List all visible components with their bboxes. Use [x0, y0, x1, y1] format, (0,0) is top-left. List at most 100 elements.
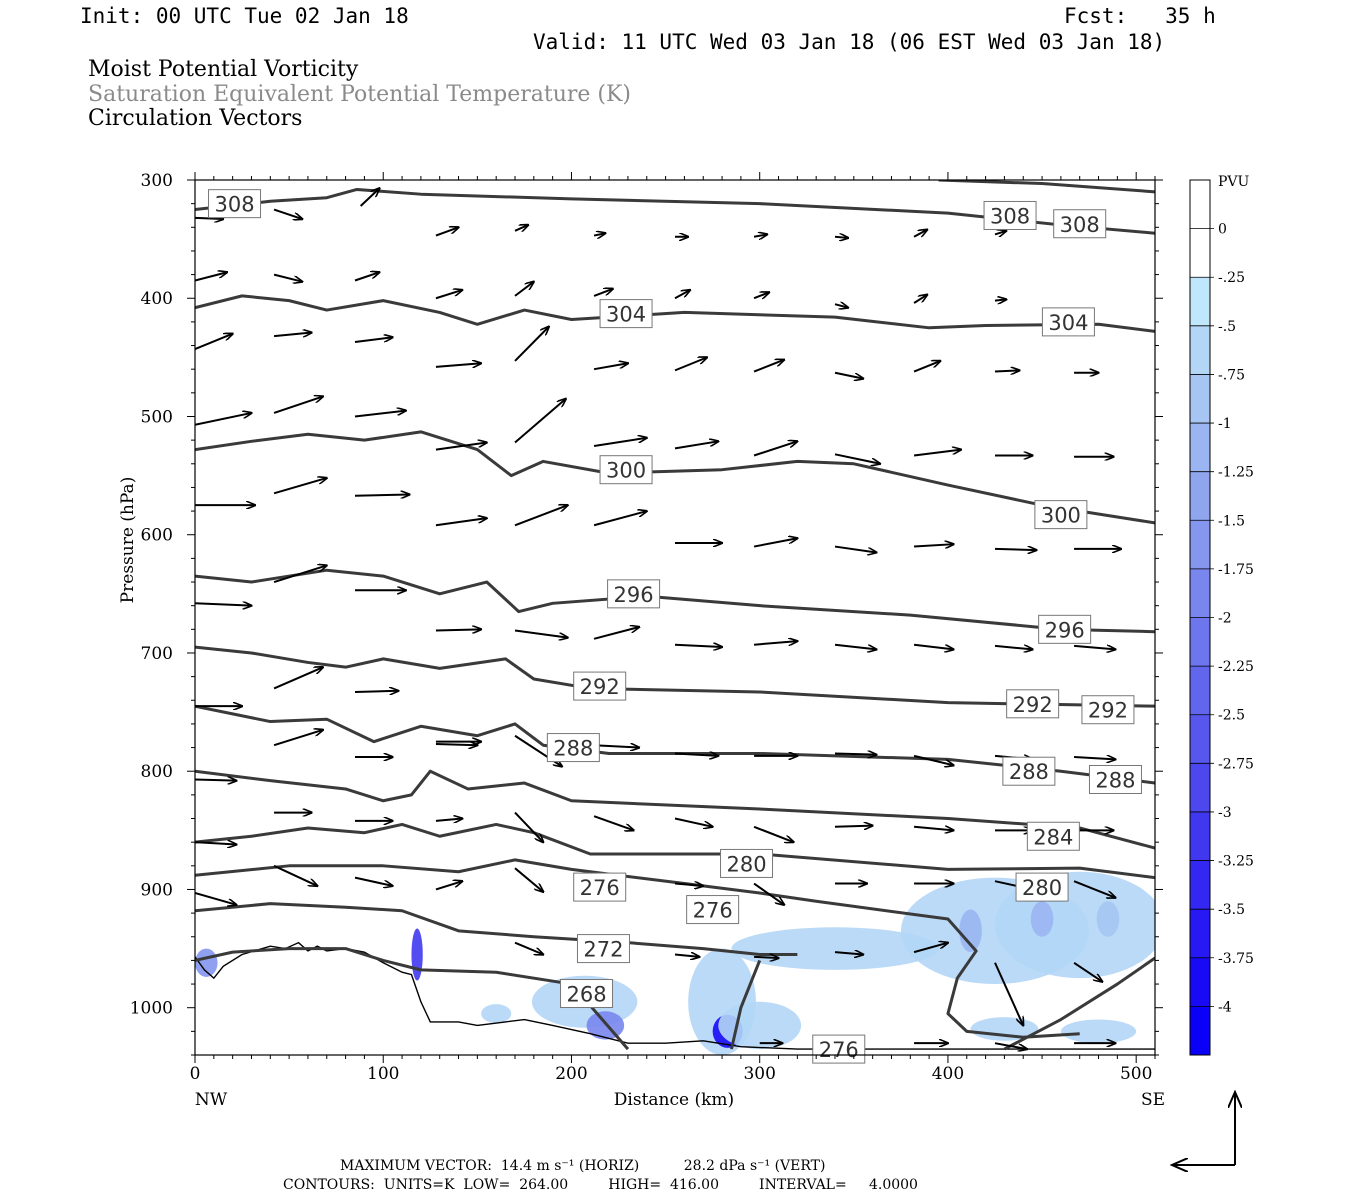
contour-label-288: 288 [553, 737, 593, 761]
circulation-vector [195, 272, 227, 282]
circulation-vector [753, 641, 797, 645]
contour-label-300: 300 [606, 459, 646, 483]
circulation-vector [593, 438, 647, 448]
contour-label-box [573, 671, 627, 701]
field-vectors-title: Circulation Vectors [88, 106, 303, 131]
circulation-vector [354, 411, 406, 418]
contour-label-box [1026, 821, 1080, 851]
circulation-vector [273, 273, 302, 282]
circulation-vector [913, 230, 927, 238]
circulation-vector [594, 745, 639, 747]
colorbar-level-label: -3.75 [1218, 951, 1254, 967]
circulation-vector [514, 941, 543, 955]
circulation-vector [913, 827, 954, 831]
theta-e-contour-312 [938, 180, 1155, 194]
y-tick-label: 900 [141, 880, 173, 900]
colorbar-level-label: -3.25 [1218, 854, 1254, 870]
circulation-vector [913, 544, 954, 546]
colorbar-level-label: -3.5 [1218, 902, 1245, 918]
mpv-shade-blob [411, 928, 423, 981]
contour-label-308: 308 [214, 193, 254, 217]
circulation-vector [674, 357, 707, 372]
circulation-vector [435, 518, 487, 527]
circulation-vectors-layer [195, 188, 1121, 1049]
circulation-vector [994, 549, 1036, 550]
contour-label-288: 288 [1009, 760, 1049, 784]
colorbar-swatch [1190, 909, 1210, 959]
circulation-vector [674, 884, 703, 886]
contour-label-300: 300 [1041, 504, 1081, 528]
contour-label-box [983, 200, 1037, 230]
circulation-vector [195, 218, 223, 219]
plot-frame [194, 179, 1156, 1056]
circulation-vector [195, 842, 236, 844]
circulation-vector [514, 867, 543, 892]
contour-label-box [599, 455, 653, 485]
colorbar: PVU 0 -.25 -.5 -.75 -1 -1.25 -1.5 -1.75 -2 -2.25 -2… [1189, 174, 1254, 1056]
colorbar-swatch [1190, 666, 1210, 716]
y-tick-label: 700 [141, 644, 173, 664]
circulation-vector [593, 815, 634, 830]
circulation-vector [994, 370, 1019, 371]
contour-label-284: 284 [1033, 825, 1073, 849]
circulation-vector [753, 441, 797, 457]
colorbar-level-label: -2 [1218, 611, 1232, 627]
circulation-vector [354, 876, 393, 886]
circulation-vector [674, 954, 699, 956]
circulation-vector [354, 272, 379, 282]
circulation-vector [834, 753, 876, 754]
x-tick-label: 500 [1120, 1064, 1152, 1084]
theta-e-contour-300 [195, 430, 1155, 525]
colorbar-swatch [1190, 860, 1210, 910]
colorbar-swatch [1190, 471, 1210, 521]
circulation-vector [913, 295, 927, 304]
contour-label-box [686, 895, 740, 925]
y-tick-label: 600 [141, 526, 173, 546]
contour-label-box [1002, 756, 1056, 786]
circulation-vector [273, 730, 323, 747]
circulation-vector [435, 881, 462, 891]
circulation-vector [435, 290, 462, 300]
circulation-vector [514, 505, 568, 527]
contour-label-box [1081, 695, 1135, 725]
contour-label-box [1038, 614, 1092, 644]
colorbar-swatch [1190, 957, 1210, 1007]
colorbar-level-label: -4 [1218, 999, 1232, 1015]
circulation-vector [1073, 646, 1115, 650]
circulation-vector [834, 237, 848, 238]
circulation-vector [195, 413, 251, 426]
theta-e-contour-296 [195, 568, 1155, 634]
contour-label-296: 296 [614, 583, 654, 607]
colorbar-swatch [1190, 714, 1210, 764]
mpv-shade-blob [481, 1004, 512, 1024]
y-tick-label: 800 [141, 762, 173, 782]
circulation-vector [753, 360, 784, 373]
x-tick-label: 200 [555, 1064, 587, 1084]
contour-labels-layer: 308 308 308 304 304 300 300 296 296 292 292 292 288 2… [208, 189, 1142, 1064]
mpv-shade-blob [1060, 1019, 1137, 1044]
circulation-vector [593, 289, 613, 297]
circulation-vector [273, 333, 312, 337]
circulation-vector [674, 817, 713, 827]
circulation-vector [195, 892, 236, 905]
contour-label-308: 308 [990, 204, 1030, 228]
colorbar-level-label: -.75 [1218, 367, 1245, 383]
y-tick-label: 300 [141, 171, 173, 191]
circulation-vector [913, 361, 940, 373]
circulation-vector [913, 643, 954, 650]
contour-label-box [720, 848, 774, 878]
contour-label-276: 276 [693, 899, 733, 923]
colorbar-swatch [1190, 763, 1210, 813]
contour-label-296: 296 [1045, 618, 1085, 642]
x-tick-label: 0 [190, 1064, 201, 1084]
colorbar-swatch [1190, 617, 1210, 667]
circulation-vector [273, 396, 323, 414]
colorbar-swatch [1190, 180, 1210, 230]
circulation-vector [753, 292, 769, 298]
colorbar-swatch [1190, 1006, 1210, 1056]
circulation-vector [674, 290, 690, 300]
contour-label-box [1053, 209, 1107, 239]
circulation-vector [273, 565, 327, 583]
circulation-vector [1073, 961, 1102, 982]
